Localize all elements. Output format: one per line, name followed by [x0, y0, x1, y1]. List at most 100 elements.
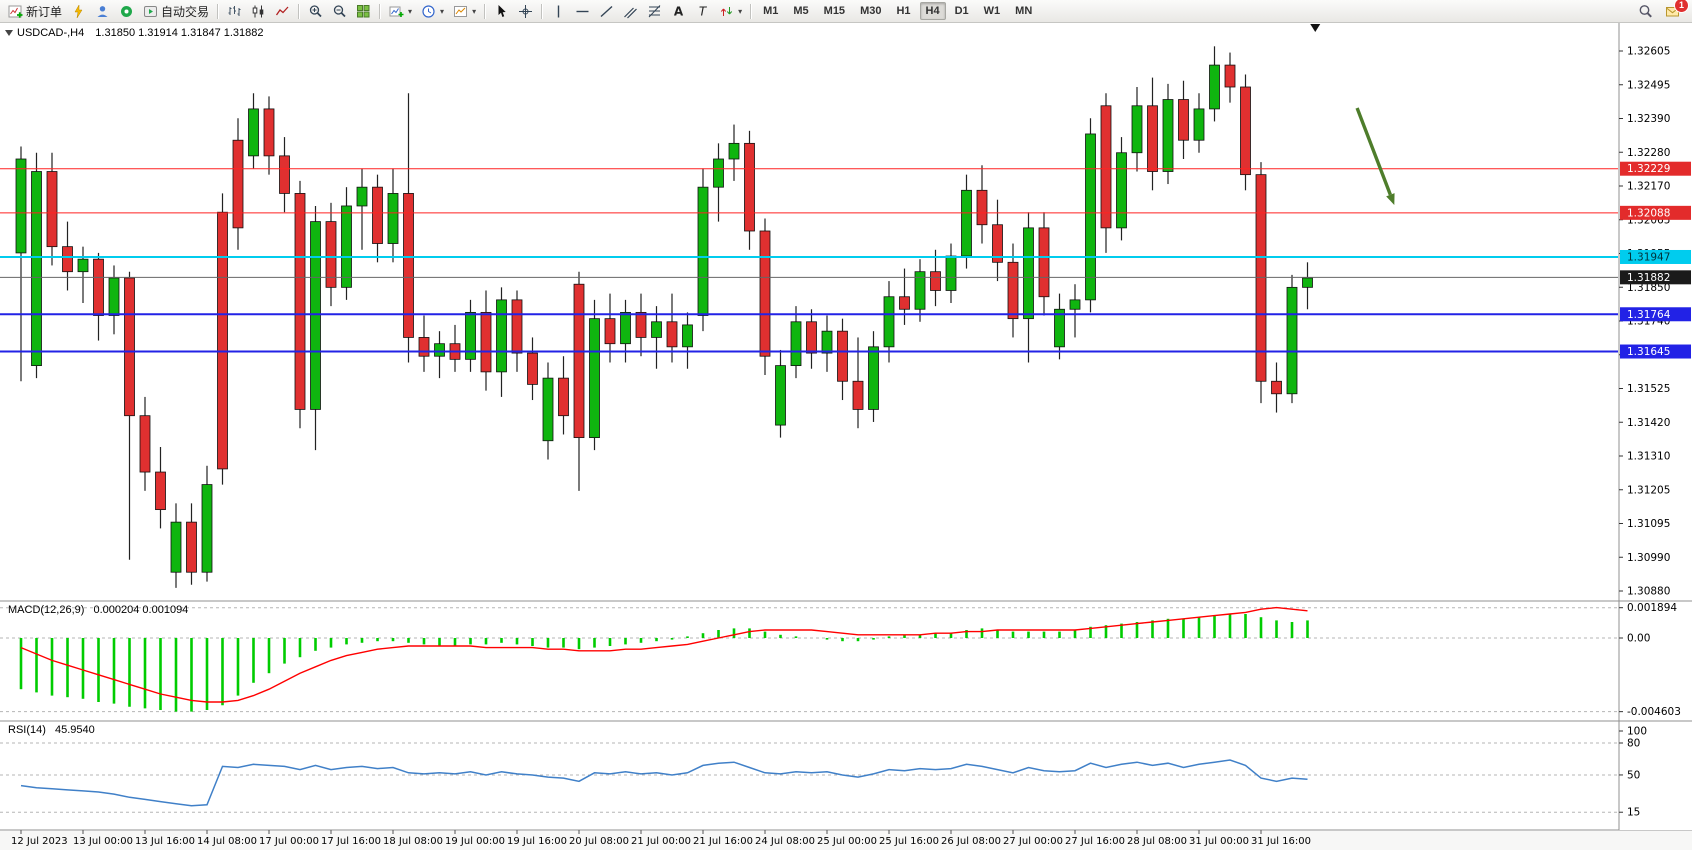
timeframe-w1-button[interactable]: W1 — [983, 5, 1001, 17]
timeframe-d1-button[interactable]: D1 — [954, 5, 969, 17]
arrow-annotation[interactable] — [1355, 107, 1395, 206]
svg-text:21 Jul 00:00: 21 Jul 00:00 — [631, 836, 691, 847]
channel-button[interactable] — [619, 1, 642, 22]
chart-dropdown-icon[interactable] — [5, 30, 13, 36]
line-chart-icon — [275, 4, 290, 19]
crosshair-button[interactable] — [514, 1, 537, 22]
fibonacci-button[interactable] — [643, 1, 666, 22]
toolbar-separator — [217, 3, 220, 19]
toolbar-button-label: 新订单 — [26, 4, 63, 19]
toolbar-separator — [484, 3, 487, 19]
svg-text:1.32280: 1.32280 — [1627, 147, 1670, 159]
svg-text:13 Jul 00:00: 13 Jul 00:00 — [73, 836, 133, 847]
svg-text:50: 50 — [1627, 769, 1640, 781]
arrows-button[interactable]: ▾ — [715, 1, 746, 22]
bar-chart-icon — [227, 4, 242, 19]
fibonacci-icon — [647, 4, 662, 19]
line-chart-button[interactable] — [271, 1, 294, 22]
svg-text:100: 100 — [1627, 726, 1647, 738]
new-chart-button[interactable]: ▾ — [385, 1, 416, 22]
cursor-icon — [494, 4, 509, 19]
headset-icon — [119, 4, 134, 19]
svg-text:1.31947: 1.31947 — [1627, 251, 1670, 263]
shift-marker-icon[interactable] — [1310, 24, 1321, 32]
timeframe-m30-button[interactable]: M30 — [860, 5, 882, 17]
periods-button[interactable]: ▾ — [417, 1, 448, 22]
svg-text:A: A — [674, 4, 684, 18]
svg-text:0.001894: 0.001894 — [1627, 602, 1677, 614]
headset-button[interactable] — [115, 1, 138, 22]
bar-chart-button[interactable] — [223, 1, 246, 22]
svg-text:1.31205: 1.31205 — [1627, 484, 1670, 496]
svg-text:28 Jul 08:00: 28 Jul 08:00 — [1127, 836, 1187, 847]
search-button[interactable] — [1634, 1, 1657, 22]
toolbar-separator — [541, 3, 544, 19]
horizontal-line-icon — [575, 4, 590, 19]
current-price-tag: 1.31882 — [1620, 270, 1691, 285]
lightning-icon — [71, 3, 86, 19]
timeframe-m5-button[interactable]: M5 — [793, 5, 809, 17]
caret-down-icon: ▾ — [472, 6, 477, 16]
trendline-button[interactable] — [595, 1, 618, 22]
cursor-button[interactable] — [490, 1, 513, 22]
timeframe-h1-button[interactable]: H1 — [896, 5, 911, 17]
toolbar-separator — [379, 3, 382, 19]
crosshair-icon — [518, 4, 533, 19]
svg-text:13 Jul 16:00: 13 Jul 16:00 — [135, 836, 195, 847]
tile-windows-button[interactable] — [352, 1, 375, 22]
caret-down-icon: ▾ — [738, 6, 743, 16]
notification-badge: 1 — [1674, 0, 1689, 13]
periods-icon — [421, 4, 436, 19]
svg-text:1.31310: 1.31310 — [1627, 451, 1670, 463]
svg-text:-0.004603: -0.004603 — [1627, 706, 1681, 718]
user-button[interactable] — [91, 1, 114, 22]
vertical-line-icon — [551, 4, 566, 19]
time-axis[interactable]: 12 Jul 2023 13 Jul 00:00 13 Jul 16:00 14 Ju… — [0, 830, 1692, 850]
macd-signal-line — [20, 606, 1308, 703]
mailbox-button[interactable]: 1 — [1661, 0, 1689, 22]
label-icon: T — [695, 4, 710, 19]
macd-values: 0.000204 0.001094 — [93, 604, 189, 616]
timeframe-m15-button[interactable]: M15 — [823, 5, 846, 17]
svg-text:1.30880: 1.30880 — [1627, 586, 1670, 598]
zoom-in-icon — [308, 4, 323, 19]
text-button[interactable]: A — [667, 1, 690, 22]
templates-button[interactable]: ▾ — [449, 1, 480, 22]
label-button[interactable]: T — [691, 1, 714, 22]
lightning-button[interactable] — [67, 1, 90, 22]
new-order-icon — [8, 4, 23, 19]
vertical-line-button[interactable] — [547, 1, 570, 22]
templates-icon — [453, 4, 468, 19]
level-price-tag: 1.31764 — [1620, 307, 1691, 322]
ohlc-values: 1.31850 1.31914 1.31847 1.31882 — [95, 27, 264, 39]
new-order-button[interactable]: 新订单 — [4, 1, 66, 22]
caret-down-icon: ▾ — [408, 6, 413, 16]
svg-text:17 Jul 00:00: 17 Jul 00:00 — [259, 836, 319, 847]
zoom-out-button[interactable] — [328, 1, 351, 22]
caret-down-icon: ▾ — [440, 6, 445, 16]
candlestick-button[interactable] — [247, 1, 270, 22]
level-price-tag: 1.32088 — [1620, 205, 1691, 220]
svg-text:25 Jul 16:00: 25 Jul 16:00 — [879, 836, 939, 847]
svg-text:0.00: 0.00 — [1627, 633, 1650, 645]
svg-text:24 Jul 08:00: 24 Jul 08:00 — [755, 836, 815, 847]
svg-text:1.31645: 1.31645 — [1627, 346, 1670, 358]
svg-text:25 Jul 00:00: 25 Jul 00:00 — [817, 836, 877, 847]
trendline-icon — [599, 4, 614, 19]
timeframe-h4-button[interactable]: H4 — [919, 2, 946, 20]
toolbar-separator — [750, 3, 753, 19]
candles-layer — [15, 46, 1313, 588]
level-price-tag: 1.32229 — [1620, 161, 1691, 176]
new-chart-icon — [389, 4, 404, 19]
symbol-timeframe-label: USDCAD-,H4 — [17, 27, 85, 39]
level-price-tag: 1.31947 — [1620, 249, 1691, 264]
level-lines-layer — [0, 168, 1618, 353]
timeframe-mn-button[interactable]: MN — [1015, 5, 1033, 17]
zoom-in-button[interactable] — [304, 1, 327, 22]
chart-title: USDCAD-,H4 1.31850 1.31914 1.31847 1.318… — [17, 27, 264, 39]
timeframe-m1-button[interactable]: M1 — [763, 5, 779, 17]
autotrading-button[interactable]: 自动交易 — [139, 1, 213, 22]
horizontal-line-button[interactable] — [571, 1, 594, 22]
svg-text:19 Jul 00:00: 19 Jul 00:00 — [445, 836, 505, 847]
